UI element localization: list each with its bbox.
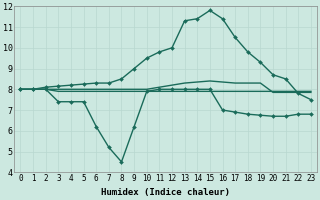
X-axis label: Humidex (Indice chaleur): Humidex (Indice chaleur) [101, 188, 230, 197]
